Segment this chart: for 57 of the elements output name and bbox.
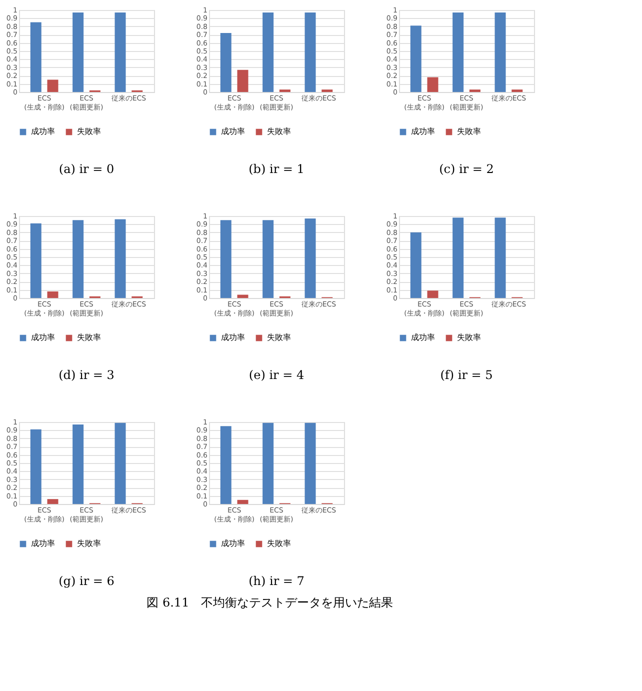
legend-label: 成功率 — [221, 333, 245, 342]
bar — [220, 426, 232, 504]
bar — [30, 22, 42, 92]
legend-label: 失敗率 — [267, 539, 291, 548]
bar — [114, 422, 126, 504]
bar — [237, 70, 248, 92]
text: (f) ir = 5 — [440, 368, 493, 382]
bar — [47, 499, 58, 504]
legend-label: 失敗率 — [77, 127, 101, 136]
bar — [427, 77, 438, 92]
bar — [72, 424, 84, 504]
text: (h) ir = 7 — [248, 574, 304, 588]
bar — [262, 220, 274, 298]
bar — [72, 220, 84, 298]
bar — [427, 290, 438, 298]
legend-label: 失敗率 — [267, 127, 291, 136]
bar — [47, 80, 58, 92]
legend-label: 失敗率 — [457, 127, 481, 136]
bar — [30, 223, 42, 298]
caption: 図 6.11 不均衡なテストデータを用いた結果 — [146, 596, 394, 610]
bar — [114, 12, 126, 92]
legend-label: 失敗率 — [267, 333, 291, 342]
bar — [452, 12, 464, 92]
bar — [410, 232, 422, 298]
bar — [220, 32, 232, 92]
bar — [114, 219, 126, 298]
bar — [494, 12, 506, 92]
bar — [72, 12, 84, 92]
legend-label: 失敗率 — [77, 333, 101, 342]
bar — [220, 220, 232, 298]
text: (e) ir = 4 — [248, 368, 304, 382]
bar — [410, 26, 422, 92]
legend-label: 失敗率 — [457, 333, 481, 342]
bar — [262, 422, 274, 504]
legend-label: 成功率 — [411, 333, 435, 342]
text: (b) ir = 1 — [248, 162, 304, 176]
bar — [452, 218, 464, 298]
bar — [262, 12, 274, 92]
text: (c) ir = 2 — [439, 162, 494, 176]
bar — [494, 218, 506, 298]
legend-label: 成功率 — [411, 127, 435, 136]
legend-label: 失敗率 — [77, 539, 101, 548]
bar — [237, 294, 248, 298]
bar — [304, 422, 316, 504]
legend-label: 成功率 — [221, 539, 245, 548]
bar — [304, 12, 316, 92]
bar — [30, 429, 42, 504]
text: (g) ir = 6 — [58, 574, 114, 588]
bar — [304, 218, 316, 298]
text: (d) ir = 3 — [58, 368, 114, 382]
bar — [47, 291, 58, 298]
legend-label: 成功率 — [31, 333, 55, 342]
text: (a) ir = 0 — [58, 162, 114, 176]
legend-label: 成功率 — [31, 539, 55, 548]
legend-label: 成功率 — [31, 127, 55, 136]
legend-label: 成功率 — [221, 127, 245, 136]
bar — [237, 500, 248, 504]
